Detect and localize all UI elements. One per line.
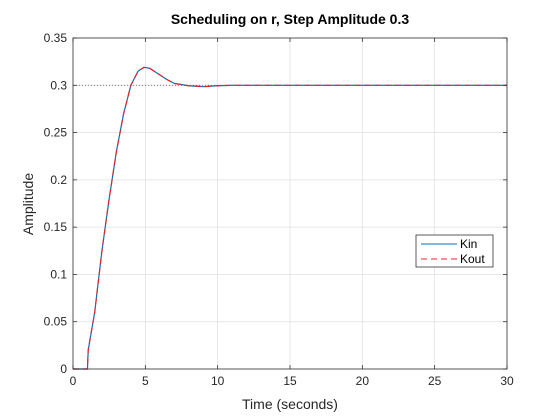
x-tick-label: 25 — [428, 374, 442, 388]
x-tick-label: 15 — [283, 374, 297, 388]
x-tick-label: 10 — [211, 374, 225, 388]
y-tick-label: 0 — [60, 362, 67, 376]
y-axis-label: Amplitude — [20, 173, 36, 235]
chart-title: Scheduling on r, Step Amplitude 0.3 — [171, 11, 410, 27]
x-axis-label: Time (seconds) — [242, 396, 338, 412]
axis-ticks — [72, 37, 508, 370]
x-tick-label: 30 — [500, 374, 514, 388]
y-tick-labels: 0 0.05 0.1 0.15 0.2 0.25 0.3 0.35 — [44, 31, 68, 376]
legend: Kin Kout — [415, 234, 494, 268]
x-tick-label: 20 — [356, 374, 370, 388]
y-tick-label: 0.3 — [50, 78, 67, 92]
x-tick-labels: 0 5 10 15 20 25 30 — [70, 374, 514, 388]
x-tick-label: 5 — [142, 374, 149, 388]
y-tick-label: 0.05 — [44, 315, 68, 329]
x-tick-label: 0 — [70, 374, 77, 388]
y-tick-label: 0.35 — [44, 31, 68, 45]
series-layer — [73, 66, 507, 370]
legend-box — [415, 234, 494, 268]
legend-label-kout: Kout — [460, 252, 485, 266]
legend-label-kin: Kin — [460, 237, 477, 251]
y-tick-label: 0.15 — [44, 220, 68, 234]
y-tick-label: 0.2 — [50, 173, 67, 187]
y-tick-label: 0.25 — [44, 126, 68, 140]
series-line-kout — [73, 66, 507, 370]
y-tick-label: 0.1 — [50, 267, 67, 281]
